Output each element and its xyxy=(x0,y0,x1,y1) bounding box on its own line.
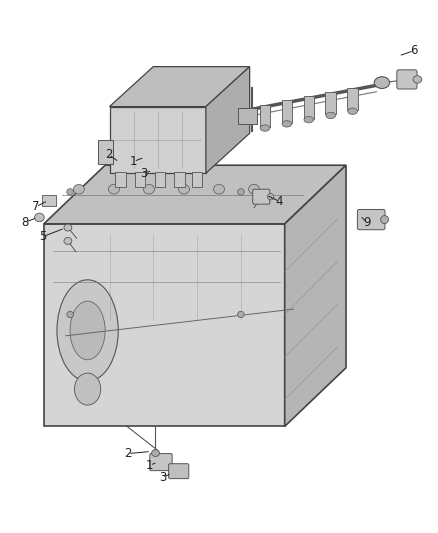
Ellipse shape xyxy=(237,189,244,195)
Text: 5: 5 xyxy=(39,230,46,243)
FancyBboxPatch shape xyxy=(397,70,417,89)
Bar xyxy=(304,96,314,118)
Text: 2: 2 xyxy=(105,148,113,161)
Ellipse shape xyxy=(57,280,118,381)
Bar xyxy=(325,92,336,115)
Ellipse shape xyxy=(326,112,336,119)
Text: 7: 7 xyxy=(32,200,40,213)
Ellipse shape xyxy=(74,373,101,405)
Ellipse shape xyxy=(381,215,389,224)
FancyBboxPatch shape xyxy=(357,209,385,230)
Ellipse shape xyxy=(304,116,314,123)
Ellipse shape xyxy=(237,311,244,318)
Polygon shape xyxy=(110,67,250,107)
Ellipse shape xyxy=(74,184,84,194)
Bar xyxy=(192,172,202,187)
Text: 9: 9 xyxy=(363,216,371,229)
Ellipse shape xyxy=(178,184,189,194)
Text: 4: 4 xyxy=(276,195,283,208)
Bar xyxy=(347,88,358,110)
Ellipse shape xyxy=(249,184,259,194)
Bar xyxy=(282,100,292,123)
Ellipse shape xyxy=(67,311,73,318)
Polygon shape xyxy=(206,67,250,173)
Ellipse shape xyxy=(35,213,44,222)
Bar xyxy=(44,224,285,426)
Ellipse shape xyxy=(109,184,119,194)
Ellipse shape xyxy=(214,184,224,194)
Bar xyxy=(135,172,145,187)
Ellipse shape xyxy=(64,224,72,231)
Ellipse shape xyxy=(374,77,390,88)
FancyBboxPatch shape xyxy=(42,195,56,206)
Polygon shape xyxy=(44,165,346,224)
Text: 3: 3 xyxy=(140,167,147,180)
Ellipse shape xyxy=(267,193,274,200)
Bar xyxy=(110,107,206,173)
Ellipse shape xyxy=(348,108,357,115)
Text: 1: 1 xyxy=(146,459,154,472)
FancyBboxPatch shape xyxy=(253,189,270,204)
Text: 6: 6 xyxy=(410,44,418,57)
Bar xyxy=(174,172,185,187)
Ellipse shape xyxy=(413,76,422,83)
FancyBboxPatch shape xyxy=(169,464,189,479)
Text: 1: 1 xyxy=(130,155,138,168)
Polygon shape xyxy=(285,165,346,426)
Text: 3: 3 xyxy=(159,471,166,484)
Ellipse shape xyxy=(152,450,159,456)
Ellipse shape xyxy=(67,189,73,195)
Text: 8: 8 xyxy=(22,216,29,229)
Ellipse shape xyxy=(282,120,292,127)
FancyBboxPatch shape xyxy=(98,140,113,164)
Ellipse shape xyxy=(144,184,154,194)
FancyBboxPatch shape xyxy=(150,454,172,471)
Bar xyxy=(115,172,126,187)
Ellipse shape xyxy=(260,125,270,131)
Ellipse shape xyxy=(70,301,105,360)
FancyBboxPatch shape xyxy=(238,108,257,124)
Bar xyxy=(155,172,165,187)
Text: 2: 2 xyxy=(124,447,132,460)
Ellipse shape xyxy=(64,238,72,245)
Bar xyxy=(260,104,270,127)
